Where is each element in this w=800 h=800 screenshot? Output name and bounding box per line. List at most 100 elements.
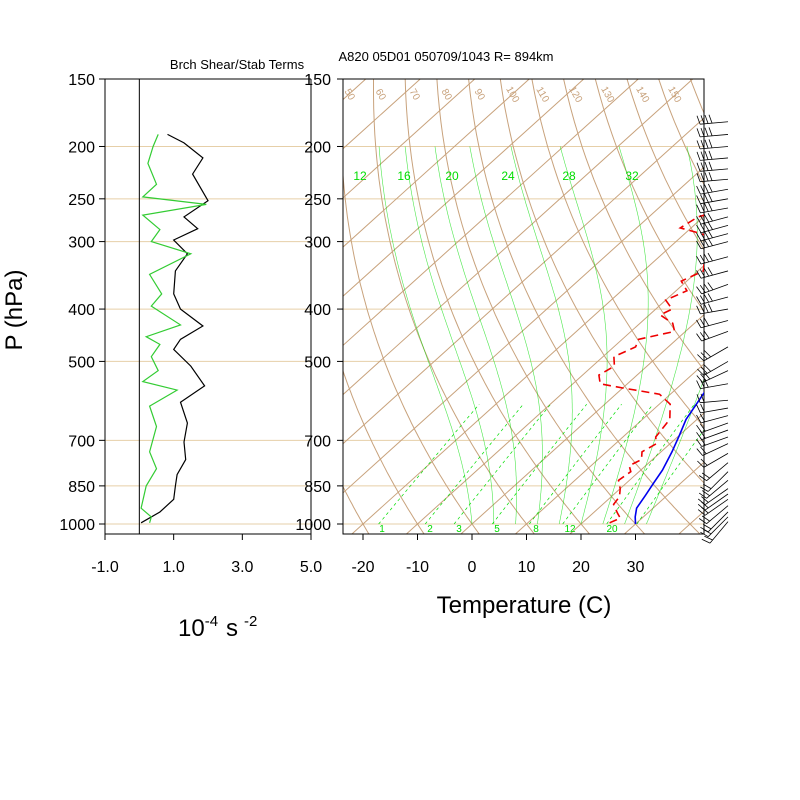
wind-barb [696,252,729,265]
mixing-ratio-label: 3 [456,524,462,535]
wind-barb [700,511,729,533]
dry-adiabat [594,79,704,313]
skewt-frame [342,78,705,535]
wind-barb [696,213,729,225]
wind-barb [696,293,729,305]
isentrope-label: 50 [342,87,357,103]
isotherm [343,79,476,199]
moist-label: 12 [353,169,367,183]
isotherm [343,79,367,101]
wind-barb [697,453,729,468]
wind-barb [698,505,729,525]
wind-barb [696,330,729,342]
dry-adiabat [343,168,480,534]
moist-adiabat [646,378,704,525]
skewt-ytick-label: 400 [304,302,331,319]
skewt-ytick-label: 1000 [295,517,331,534]
wind-barb [696,193,729,205]
moist-adiabat [378,146,473,525]
wind-barb [696,393,729,404]
mixing-ratio-line [424,403,524,525]
moist-label: 16 [397,169,411,183]
isotherm [343,166,704,494]
temperature-trace [634,391,704,525]
moist-label: 24 [501,169,515,183]
wind-barb [696,370,729,383]
isotherm [786,63,800,536]
isotherm [343,79,694,396]
wind-barb [696,127,729,138]
wind-barb [696,183,729,195]
moist-adiabat [624,146,698,525]
mixing-ratio-line [636,429,704,525]
mixing-ratio-label: 12 [564,524,576,535]
mixing-ratio-label: 1 [379,524,385,535]
isotherm [343,117,704,445]
moist-adiabat [469,146,543,525]
dry-adiabat [343,485,370,534]
left-panel-title: Brch Shear/Stab Terms [170,57,305,72]
isentrope-label: 130 [598,85,616,105]
left-ticks: 150 200 250 300 400 500 700 850 1000 -1.0 1.0 3.0 5.… [59,72,322,576]
left-ytick-label: 1000 [59,517,95,534]
isotherm [343,79,585,297]
left-ytick-label: 700 [68,433,95,450]
wind-barb [696,303,729,315]
left-xtick-label: 3.0 [231,559,253,576]
moist-label: 28 [562,169,576,183]
mixing-ratio-line [606,403,695,525]
mixing-ratio-label: 8 [533,524,539,535]
wind-barb [696,221,729,234]
skewt-xtick-label: 30 [627,559,645,576]
wind-barb [696,403,729,414]
wind-barb [696,443,729,456]
skewt-ytick-label: 500 [304,354,331,371]
x-axis-label-temperature: Temperature (C) [437,592,612,619]
mixing-ratio-line [453,403,551,525]
mixing-ratio-line [529,403,622,525]
dry-adiabat [747,63,800,536]
skewt-background-lines [343,63,800,536]
skewt-ytick-label: 250 [304,192,331,209]
isotherm [460,314,704,534]
left-ytick-label: 300 [68,235,95,252]
left-series-0 [140,133,209,524]
dry-adiabat [626,79,704,251]
dry-adiabat [563,79,704,371]
wind-barb [697,488,729,506]
dry-adiabat [373,79,536,534]
svg-text:10-4s-2: 10-4 s -2 [178,613,257,642]
wind-barb [700,471,729,492]
left-ytick-label: 400 [68,302,95,319]
wind-barb [696,139,729,150]
moist-adiabat [434,146,517,525]
left-ytick-label: 850 [68,479,95,496]
dewpoint-trace [598,214,704,524]
isotherm [405,264,704,534]
wind-barb [696,413,729,424]
y-axis-label: P (hPa) [1,270,28,351]
skewt-series [598,214,704,525]
isotherm [343,79,639,347]
skewt-ytick-label: 850 [304,479,331,496]
isotherm [514,363,704,534]
left-series [140,133,209,524]
unit-exp: -4 [205,613,218,630]
isotherm [569,412,704,534]
left-series-1 [140,134,207,523]
left-xtick-label: 5.0 [300,559,322,576]
moist-adiabat [404,146,495,524]
mixing-ratio-label: 5 [494,524,500,535]
isentrope-label: 90 [472,87,487,103]
left-ytick-label: 200 [68,139,95,156]
isotherm [343,79,530,248]
isentrope-label: 140 [633,85,651,105]
wind-barb [696,282,729,295]
dry-adiabat [343,369,425,534]
dry-adiabat [404,79,591,534]
mixing-ratio-line [378,403,480,525]
dry-adiabat [499,79,704,484]
wind-barb [701,521,729,544]
